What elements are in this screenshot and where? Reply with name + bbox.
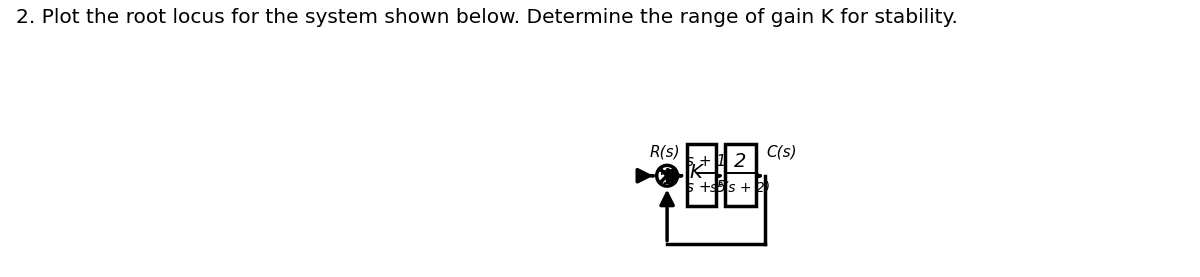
Text: +: + — [656, 164, 667, 178]
Text: 2. Plot the root locus for the system shown below. Determine the range of gain K: 2. Plot the root locus for the system sh… — [16, 8, 958, 27]
Text: R(s): R(s) — [649, 145, 679, 160]
Text: s + 5: s + 5 — [686, 180, 726, 195]
Text: s + 1: s + 1 — [686, 154, 726, 169]
Text: s²(s + 2): s²(s + 2) — [710, 181, 770, 195]
Text: K: K — [690, 163, 702, 182]
Bar — [688, 144, 716, 206]
Text: 2: 2 — [734, 152, 746, 171]
Text: C(s): C(s) — [767, 145, 798, 160]
Bar — [725, 144, 756, 206]
Text: −: − — [661, 176, 674, 191]
